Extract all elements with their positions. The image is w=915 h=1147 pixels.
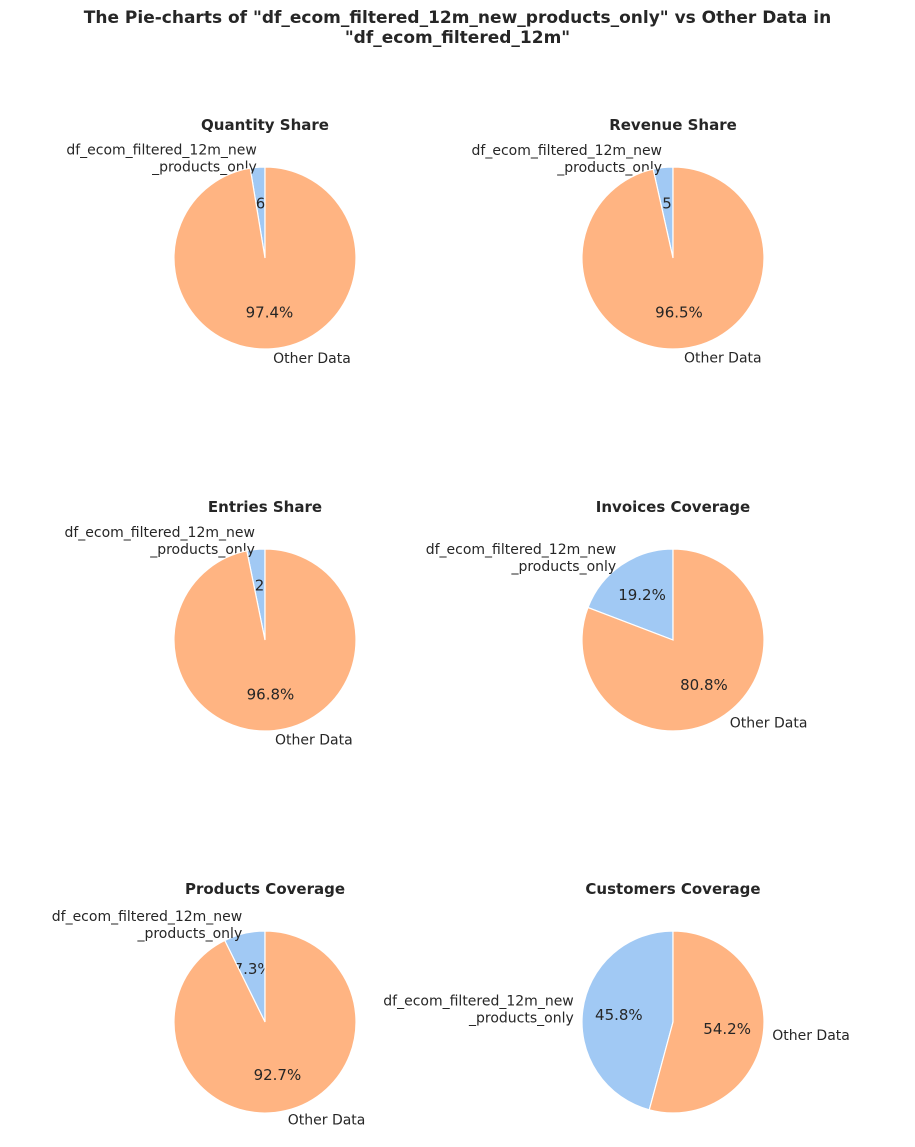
slice-other-data bbox=[173, 930, 357, 1114]
label-new-products: df_ecom_filtered_12m_new _products_only bbox=[426, 542, 616, 575]
percent-label: 96.8% bbox=[247, 685, 295, 703]
percent-label: 92.7% bbox=[254, 1066, 302, 1084]
slice-other-data bbox=[581, 548, 765, 732]
pie-chart-3: Entries Share3.2%df_ecom_filtered_12m_ne… bbox=[64, 498, 357, 749]
percent-label: 19.2% bbox=[618, 586, 666, 604]
figure-title: The Pie-charts of "df_ecom_filtered_12m_… bbox=[83, 8, 832, 48]
percent-label: 54.2% bbox=[703, 1020, 751, 1038]
label-new-products: df_ecom_filtered_12m_new _products_only bbox=[383, 993, 573, 1026]
slice-new-products bbox=[587, 548, 674, 641]
pie-chart-title: Customers Coverage bbox=[585, 880, 760, 898]
percent-label: 97.4% bbox=[246, 303, 294, 321]
label-new-products: df_ecom_filtered_12m_new _products_only bbox=[472, 143, 662, 176]
percent-label: 7.3% bbox=[234, 960, 272, 978]
percent-label: 45.8% bbox=[595, 1006, 643, 1024]
slice-other-data bbox=[173, 166, 357, 350]
pie-chart-title: Revenue Share bbox=[609, 116, 737, 134]
label-other-data: Other Data bbox=[288, 1112, 366, 1128]
label-new-products: df_ecom_filtered_12m_new _products_only bbox=[64, 525, 254, 558]
label-new-products: df_ecom_filtered_12m_new _products_only bbox=[66, 143, 256, 176]
label-new-products: df_ecom_filtered_12m_new _products_only bbox=[52, 909, 242, 942]
label-other-data: Other Data bbox=[730, 715, 808, 731]
pie-chart-title: Invoices Coverage bbox=[596, 498, 750, 516]
pie-chart-6: Customers Coverage 45.8% df_ecom_filtered_… bbox=[383, 880, 850, 1114]
label-other-data: Other Data bbox=[772, 1028, 850, 1044]
slice-new-products bbox=[581, 930, 674, 1111]
label-other-data: Other Data bbox=[273, 351, 351, 367]
pie-chart-title: Entries Share bbox=[208, 498, 322, 516]
slice-other-data bbox=[648, 930, 765, 1114]
pie-chart-title: Quantity Share bbox=[201, 116, 329, 134]
slice-other-data bbox=[173, 548, 357, 732]
pie-chart-5: Products Coverage 7.3% df_ecom_filtered_12… bbox=[52, 880, 366, 1128]
pie-chart-4: Invoices Coverage 19.2%df_ecom_filtered_1… bbox=[426, 498, 808, 732]
pie-chart-1: Quantity Share2.6%df_ecom_filtered_12m_n… bbox=[66, 116, 357, 367]
label-other-data: Other Data bbox=[684, 350, 762, 366]
pie-chart-title: Products Coverage bbox=[185, 880, 345, 898]
label-other-data: Other Data bbox=[275, 733, 353, 749]
percent-label: 80.8% bbox=[680, 676, 728, 694]
slice-other-data bbox=[581, 166, 765, 350]
pie-chart-2: Revenue Share3.5%df_ecom_filtered_12m_ne… bbox=[472, 116, 765, 366]
percent-label: 96.5% bbox=[655, 303, 703, 321]
